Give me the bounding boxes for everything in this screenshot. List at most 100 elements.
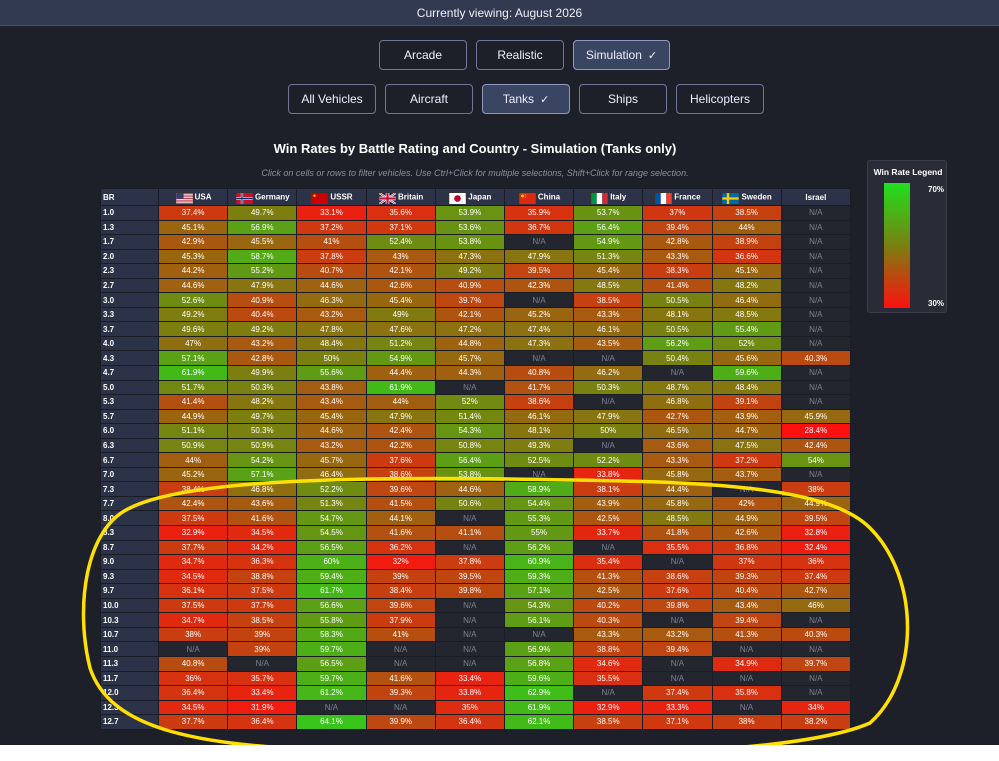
winrate-cell[interactable]: N/A [434,641,505,657]
br-cell[interactable]: 9.0 [100,554,159,570]
winrate-cell[interactable]: 47.4% [503,321,575,337]
winrate-cell[interactable]: 62.9% [503,685,575,701]
winrate-cell[interactable]: N/A [780,263,852,279]
winrate-cell[interactable]: 39.7% [780,655,852,672]
winrate-cell[interactable]: 48.4% [296,335,367,352]
winrate-cell[interactable]: 37.6% [642,583,713,599]
winrate-cell[interactable]: 43.6% [642,437,713,454]
table-row[interactable]: 2.7 44.6% 47.9% 44.6% 42.6% 40.9% 42.3% 48.5% 41… [100,277,852,294]
winrate-cell[interactable]: 39.5% [503,263,575,279]
winrate-cell[interactable]: 54.7% [296,510,367,527]
winrate-cell[interactable]: 42.6% [365,277,436,294]
br-cell[interactable]: 3.7 [100,321,159,337]
winrate-cell[interactable]: N/A [365,699,436,716]
table-row[interactable]: 1.7 42.9% 45.5% 41% 52.4% 53.8% N/A 54.9% 42.8% 3… [100,234,852,250]
winrate-cell[interactable]: 53.8% [434,234,505,250]
winrate-cell[interactable]: N/A [780,379,852,396]
br-cell[interactable]: 3.0 [100,292,159,308]
winrate-cell[interactable]: N/A [780,292,852,308]
winrate-cell[interactable]: 37.5% [157,510,229,527]
br-cell[interactable]: 6.7 [100,452,159,468]
country-header-china[interactable]: China [503,188,575,206]
winrate-cell[interactable]: 42.9% [157,234,229,250]
winrate-cell[interactable]: N/A [573,685,644,701]
winrate-cell[interactable]: 38.6% [503,394,575,410]
winrate-cell[interactable]: 43.2% [642,626,713,643]
winrate-cell[interactable]: 42.8% [227,350,298,367]
winrate-cell[interactable]: 52.6% [157,292,229,308]
winrate-cell[interactable]: N/A [780,219,852,236]
winrate-cell[interactable]: 40.4% [711,583,782,599]
winrate-cell[interactable]: 42.2% [365,437,436,454]
winrate-cell[interactable]: 43.3% [642,452,713,468]
winrate-cell[interactable]: 56.1% [503,612,575,628]
winrate-cell[interactable]: 56.6% [296,597,367,614]
winrate-cell[interactable]: N/A [780,394,852,410]
winrate-cell[interactable]: 37.4% [780,568,852,585]
winrate-cell[interactable]: 44.8% [434,335,505,352]
winrate-cell[interactable]: 34.6% [573,655,644,672]
winrate-cell[interactable]: 39.4% [711,612,782,628]
winrate-cell[interactable]: N/A [780,248,852,265]
br-cell[interactable]: 1.7 [100,234,159,250]
winrate-cell[interactable]: 57.1% [157,350,229,367]
br-cell[interactable]: 8.3 [100,525,159,541]
winrate-cell[interactable]: N/A [573,437,644,454]
winrate-cell[interactable]: 32.9% [573,699,644,716]
br-cell[interactable]: 4.3 [100,350,159,367]
winrate-cell[interactable]: 34.7% [157,612,229,628]
br-cell[interactable]: 3.3 [100,306,159,323]
winrate-cell[interactable]: 44.9% [711,510,782,527]
table-row[interactable]: 9.0 34.7% 36.3% 60% 32% 37.8% 60.9% 35.4% N/A 37%… [100,554,852,570]
winrate-cell[interactable]: 54.9% [365,350,436,367]
winrate-cell[interactable]: 40.9% [434,277,505,294]
winrate-cell[interactable]: 44% [157,452,229,468]
winrate-cell[interactable]: N/A [573,394,644,410]
winrate-cell[interactable]: 42.8% [642,234,713,250]
winrate-cell[interactable]: 34.9% [711,655,782,672]
winrate-cell[interactable]: 39% [365,568,436,585]
winrate-cell[interactable]: 45.6% [711,350,782,367]
winrate-cell[interactable]: 35.8% [711,685,782,701]
winrate-cell[interactable]: 36.3% [227,554,298,570]
winrate-cell[interactable]: 37.7% [157,714,229,730]
winrate-cell[interactable]: 39% [227,641,298,657]
winrate-cell[interactable]: 42.3% [503,277,575,294]
winrate-cell[interactable]: 46.2% [573,365,644,381]
winrate-cell[interactable]: 48.2% [227,394,298,410]
winrate-cell[interactable]: 38.5% [573,714,644,730]
br-cell[interactable]: 4.0 [100,335,159,352]
country-header-sweden[interactable]: Sweden [711,188,782,206]
winrate-cell[interactable]: 41.5% [365,495,436,512]
winrate-cell[interactable]: 54.5% [296,525,367,541]
winrate-cell[interactable]: N/A [503,466,575,483]
table-row[interactable]: 7.7 42.4% 43.6% 51.3% 41.5% 50.6% 54.4% 43.9% 45… [100,495,852,512]
table-row[interactable]: 6.3 50.9% 50.9% 43.2% 42.2% 50.8% 49.3% N/A 43.6… [100,437,852,454]
winrate-cell[interactable]: 43.4% [711,597,782,614]
winrate-cell[interactable]: 41.1% [434,525,505,541]
winrate-cell[interactable]: 51.1% [157,423,229,439]
winrate-cell[interactable]: 56.4% [434,452,505,468]
winrate-cell[interactable]: 56.2% [642,335,713,352]
br-cell[interactable]: 4.7 [100,365,159,381]
winrate-cell[interactable]: 33.7% [573,525,644,541]
winrate-cell[interactable]: 49.3% [503,437,575,454]
winrate-cell[interactable]: 44.6% [296,277,367,294]
winrate-cell[interactable]: 39% [227,626,298,643]
winrate-cell[interactable]: N/A [780,641,852,657]
winrate-cell[interactable]: 54% [780,452,852,468]
winrate-cell[interactable]: 43% [365,248,436,265]
winrate-cell[interactable]: 32.4% [780,539,852,556]
winrate-cell[interactable]: 34.5% [227,525,298,541]
winrate-cell[interactable]: N/A [503,292,575,308]
winrate-cell[interactable]: 45.1% [711,263,782,279]
table-row[interactable]: 3.3 49.2% 40.4% 43.2% 49% 42.1% 45.2% 43.3% 48.1… [100,306,852,323]
winrate-cell[interactable]: N/A [780,306,852,323]
country-header-ussr[interactable]: USSR [296,188,367,206]
winrate-cell[interactable]: 57.1% [503,583,575,599]
winrate-cell[interactable]: 56.8% [503,655,575,672]
winrate-cell[interactable]: 44.3% [434,365,505,381]
winrate-cell[interactable]: 35.9% [503,205,575,221]
winrate-cell[interactable]: 36% [780,554,852,570]
winrate-cell[interactable]: 38.4% [157,481,229,497]
